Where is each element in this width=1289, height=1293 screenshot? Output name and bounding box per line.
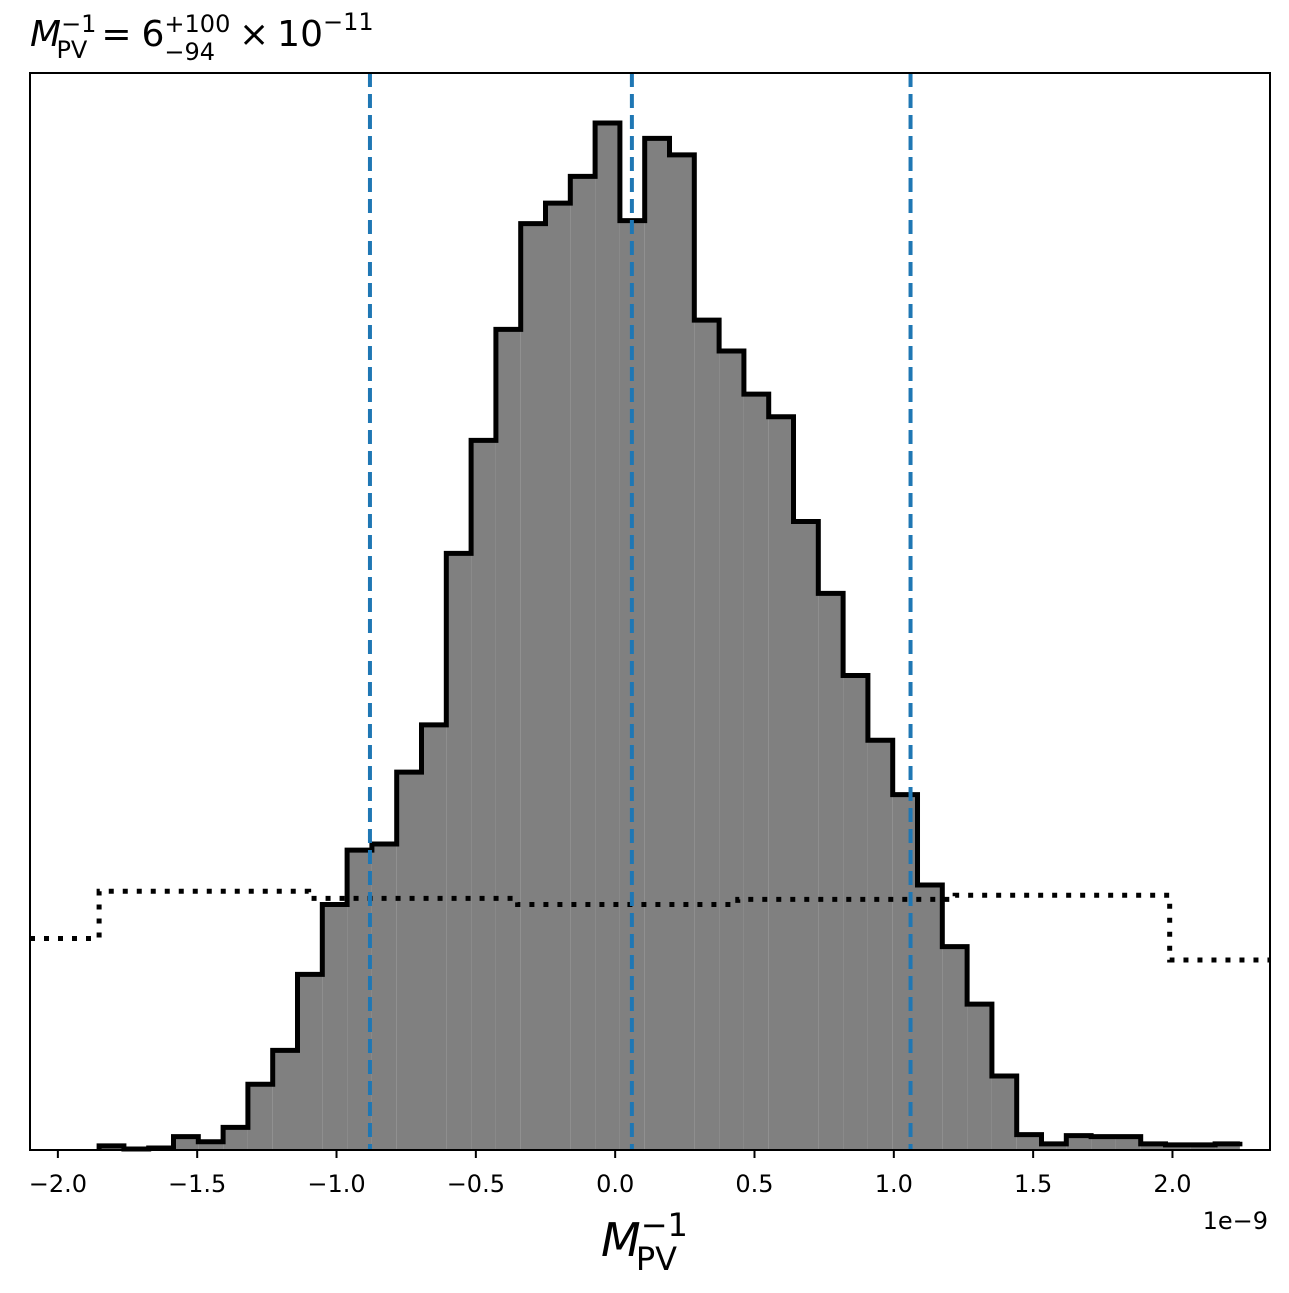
x-tick-label: 2.0 xyxy=(1153,1170,1191,1198)
histogram-bar xyxy=(371,843,397,1150)
histogram-bar xyxy=(1140,1143,1166,1150)
histogram-bar xyxy=(297,974,323,1150)
histogram-bar xyxy=(967,1004,992,1150)
histogram-bar xyxy=(173,1136,199,1150)
x-tick-label: 0.0 xyxy=(596,1170,634,1198)
plot-area xyxy=(30,73,1270,1152)
histogram-bar xyxy=(1066,1135,1092,1150)
xlabel-symbol: M xyxy=(601,1213,641,1267)
axes-frame xyxy=(29,72,1271,1151)
title-symbol: M xyxy=(30,14,61,55)
histogram-bar xyxy=(247,1084,273,1150)
title-equals: = xyxy=(101,14,131,55)
histogram-bar xyxy=(471,440,496,1150)
histogram-bar xyxy=(545,203,571,1150)
x-tick-label: 0.5 xyxy=(735,1170,773,1198)
title-exponent: −11 xyxy=(323,8,374,36)
prior-distribution-line xyxy=(30,888,1270,963)
title-minus: −94 xyxy=(164,38,215,66)
histogram-bar xyxy=(892,794,918,1150)
histogram-bar xyxy=(768,416,794,1150)
histogram-bar xyxy=(520,223,546,1150)
chart-title: M−1 PV = 6+100 −94 × 10−11 xyxy=(30,8,374,66)
x-tick-label: −2.0 xyxy=(29,1170,87,1198)
histogram-bar xyxy=(421,724,447,1150)
histogram-bar xyxy=(223,1127,248,1150)
histogram-bar xyxy=(570,176,596,1151)
x-tick-label: 1.0 xyxy=(875,1170,913,1198)
histogram-bar xyxy=(694,320,720,1151)
histogram-bar xyxy=(198,1141,224,1150)
x-axis: −2.0 −1.5 −1.0 −0.5 0.0 0.5 1.0 1.5 2.0 xyxy=(29,1150,1192,1198)
histogram-bar xyxy=(743,394,769,1150)
histogram-bar xyxy=(942,946,968,1150)
histogram-bar xyxy=(1041,1143,1067,1150)
histogram-bar xyxy=(446,553,472,1150)
title-value: 6 xyxy=(142,14,165,55)
histogram-bar xyxy=(1165,1144,1191,1150)
histogram-bar xyxy=(818,593,844,1150)
histogram-bar xyxy=(644,138,670,1150)
x-tick-label: −1.0 xyxy=(307,1170,365,1198)
histogram-bar xyxy=(867,740,893,1150)
histogram-bar xyxy=(1190,1144,1216,1150)
x-tick-label: 1.5 xyxy=(1014,1170,1052,1198)
x-offset-text: 1e−9 xyxy=(1203,1207,1268,1235)
x-tick-label: −0.5 xyxy=(447,1170,505,1198)
histogram-bar xyxy=(991,1076,1017,1150)
histogram-outline xyxy=(96,120,1243,1152)
histogram-bar xyxy=(1091,1136,1116,1150)
title-base: 10 xyxy=(277,14,323,55)
xlabel-sub: PV xyxy=(636,1240,677,1278)
histogram-bar xyxy=(322,904,348,1150)
histogram-bar xyxy=(843,675,868,1150)
histogram-bar xyxy=(495,329,521,1150)
histogram-bar xyxy=(719,350,744,1150)
histogram-bar xyxy=(917,885,943,1150)
histogram-bar xyxy=(793,521,819,1150)
histogram-bar xyxy=(1115,1136,1141,1150)
title-symbol-sub: PV xyxy=(56,36,87,64)
histogram-bar xyxy=(396,772,422,1150)
xlabel-sup: −1 xyxy=(641,1206,688,1244)
title-times: × xyxy=(239,14,269,55)
histogram-bar xyxy=(1215,1143,1240,1150)
title-plus: +100 xyxy=(164,10,230,38)
histogram-bar xyxy=(272,1050,298,1150)
histogram-bar xyxy=(595,123,620,1150)
title-symbol-sup: −1 xyxy=(61,10,96,38)
histogram-bar xyxy=(669,154,695,1150)
histogram-bar xyxy=(1016,1134,1042,1150)
x-axis-label: M−1 PV xyxy=(601,1206,688,1278)
x-tick-label: −1.5 xyxy=(168,1170,226,1198)
